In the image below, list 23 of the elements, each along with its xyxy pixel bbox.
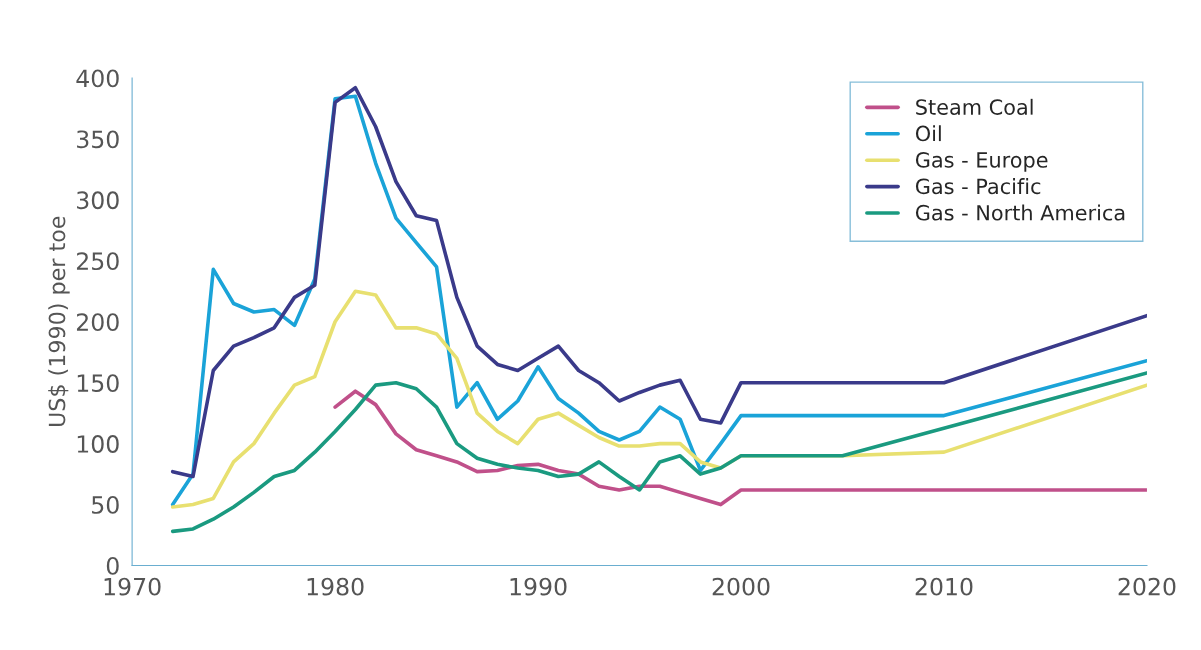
y-tick-label: 200 bbox=[76, 313, 119, 332]
y-axis-title: US$ (1990) per toe bbox=[48, 216, 70, 427]
legend-label: Gas - North America bbox=[915, 204, 1125, 221]
y-tick-label: 350 bbox=[77, 130, 119, 149]
line-series bbox=[333, 389, 1147, 507]
y-tick-label: 150 bbox=[77, 374, 119, 392]
y-tick-label: 400 bbox=[76, 69, 119, 88]
y-tick-label: 250 bbox=[76, 252, 119, 271]
legend-label: Gas - Pacific bbox=[915, 178, 1041, 195]
legend-label: Steam Coal bbox=[916, 98, 1033, 115]
y-tick-label: 0 bbox=[106, 556, 119, 575]
legend-label: Oil bbox=[915, 125, 941, 142]
y-tick-label: 100 bbox=[77, 435, 119, 453]
x-tick-label: 2000 bbox=[712, 577, 770, 596]
x-tick-label: 1970 bbox=[104, 577, 161, 596]
y-tick-label: 50 bbox=[92, 496, 119, 514]
x-tick-label: 1990 bbox=[510, 577, 567, 596]
x-tick-label: 1980 bbox=[307, 577, 364, 596]
line-series bbox=[170, 371, 1147, 534]
legend-label: Gas - Europe bbox=[915, 152, 1048, 172]
x-tick-label: 2010 bbox=[915, 577, 973, 596]
x-tick-label: 2020 bbox=[1118, 577, 1176, 596]
y-tick-label: 300 bbox=[77, 191, 119, 210]
